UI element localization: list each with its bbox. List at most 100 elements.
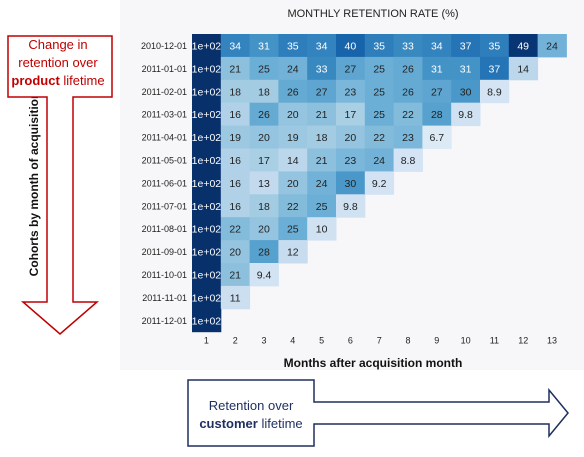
- y-tick-label: 2011-01-01: [142, 64, 187, 74]
- cell-value-label: 1e+02: [192, 40, 222, 52]
- heatmap-cell: [220, 34, 251, 58]
- cell-value-label: 10: [316, 224, 328, 236]
- heatmap-cell: [364, 79, 395, 104]
- cell-value-label: 1e+02: [192, 132, 222, 144]
- y-tick-label: 2011-04-01: [142, 133, 187, 143]
- y-tick-label: 2011-03-01: [142, 110, 187, 120]
- cell-value-label: 37: [489, 63, 501, 75]
- heatmap-cell: [307, 56, 337, 81]
- heatmap-cell: [307, 102, 337, 127]
- cell-value-label: 35: [287, 40, 299, 52]
- heatmap-cell: [192, 263, 222, 287]
- cell-value-label: 49: [517, 40, 529, 52]
- product-annotation-rest: lifetime: [59, 73, 105, 88]
- cell-value-label: 22: [373, 132, 385, 144]
- cell-value-label: 27: [431, 86, 443, 98]
- cell-value-label: 18: [316, 132, 328, 144]
- cell-value-label: 33: [316, 63, 328, 75]
- customer-annotation-bold: customer: [199, 416, 258, 431]
- heatmap-cell: [278, 125, 308, 149]
- heatmap-cell: [278, 240, 308, 264]
- heatmap-cell: [422, 56, 452, 81]
- cell-value-label: 37: [460, 40, 472, 52]
- heatmap-cell: [220, 125, 251, 149]
- heatmap-cell: [336, 79, 366, 104]
- heatmap-cell: [192, 217, 222, 241]
- cell-value-label: 21: [316, 109, 328, 121]
- cell-value-label: 12: [287, 247, 299, 259]
- heatmap-cell: [336, 125, 366, 149]
- x-tick-label: 13: [547, 336, 557, 346]
- heatmap-cell: [451, 79, 481, 104]
- cell-value-label: 27: [345, 63, 357, 75]
- cell-value-label: 18: [258, 201, 270, 213]
- heatmap-cell: [307, 125, 337, 149]
- heatmap-cell: [336, 171, 366, 195]
- customer-annotation-rest: lifetime: [257, 416, 303, 431]
- cell-value-label: 20: [229, 247, 241, 259]
- heatmap-cell: [249, 56, 279, 81]
- x-tick-label: 10: [461, 336, 471, 346]
- cell-value-label: 1e+02: [192, 224, 222, 236]
- cell-value-label: 18: [258, 86, 270, 98]
- cell-value-label: 1e+02: [192, 315, 222, 327]
- cell-value-label: 21: [229, 63, 241, 75]
- y-tick-label: 2011-09-01: [142, 247, 187, 257]
- cell-value-label: 31: [431, 63, 443, 75]
- product-annotation-line-3: product lifetime: [4, 72, 112, 90]
- heatmap-cell: [393, 102, 423, 127]
- cell-value-label: 23: [345, 155, 357, 167]
- cell-value-label: 33: [402, 40, 414, 52]
- cell-value-label: 26: [402, 63, 414, 75]
- cell-value-label: 31: [258, 40, 270, 52]
- cell-value-label: 11: [230, 292, 241, 304]
- cell-value-label: 27: [316, 86, 328, 98]
- heatmap-cell: [192, 194, 222, 218]
- heatmap-cell: [278, 194, 308, 218]
- heatmap-cell: [249, 148, 279, 172]
- y-tick-label: 2011-08-01: [142, 224, 187, 234]
- heatmap-cell: [192, 79, 222, 104]
- heatmap-cell: [307, 217, 337, 241]
- y-tick-label: 2011-05-01: [142, 155, 187, 165]
- cell-value-label: 22: [287, 201, 299, 213]
- heatmap-cell: [192, 285, 222, 310]
- heatmap-cell: [336, 102, 366, 127]
- heatmap-cell: [364, 34, 395, 58]
- cell-value-label: 24: [316, 178, 328, 190]
- heatmap-cell: [336, 56, 366, 81]
- cell-value-label: 24: [287, 63, 299, 75]
- cell-value-label: 25: [258, 63, 270, 75]
- heatmap-cell: [192, 240, 222, 264]
- y-tick-label: 2011-07-01: [142, 201, 187, 211]
- heatmap-cell: [249, 240, 279, 264]
- heatmap-cell: [393, 125, 423, 149]
- cell-value-label: 25: [316, 201, 328, 213]
- heatmap-cell: [393, 79, 423, 104]
- cell-value-label: 17: [345, 109, 357, 121]
- cell-value-label: 25: [373, 109, 385, 121]
- cell-value-label: 1e+02: [192, 155, 222, 167]
- heatmap-cell: [192, 56, 222, 81]
- cell-value-label: 14: [287, 155, 299, 167]
- heatmap-cell: [480, 56, 510, 81]
- cell-value-label: 22: [229, 224, 241, 236]
- cell-value-label: 34: [431, 40, 443, 52]
- cell-value-label: 34: [316, 40, 328, 52]
- cell-value-label: 28: [258, 247, 270, 259]
- cell-value-label: 40: [345, 40, 357, 52]
- heatmap-cell: [192, 171, 222, 195]
- heatmap-cell: [451, 34, 481, 58]
- heatmap-cell: [393, 56, 423, 81]
- cell-value-label: 1e+02: [192, 109, 222, 121]
- heatmap-cell: [307, 34, 337, 58]
- heatmap-cell: [192, 34, 222, 58]
- cell-value-label: 16: [229, 178, 241, 190]
- heatmap-cell: [220, 240, 251, 264]
- cell-value-label: 21: [316, 155, 328, 167]
- cell-value-label: 13: [258, 178, 270, 190]
- cell-value-label: 20: [287, 109, 299, 121]
- heatmap-cell: [422, 102, 452, 127]
- cell-value-label: 30: [345, 178, 357, 190]
- cell-value-label: 16: [229, 109, 241, 121]
